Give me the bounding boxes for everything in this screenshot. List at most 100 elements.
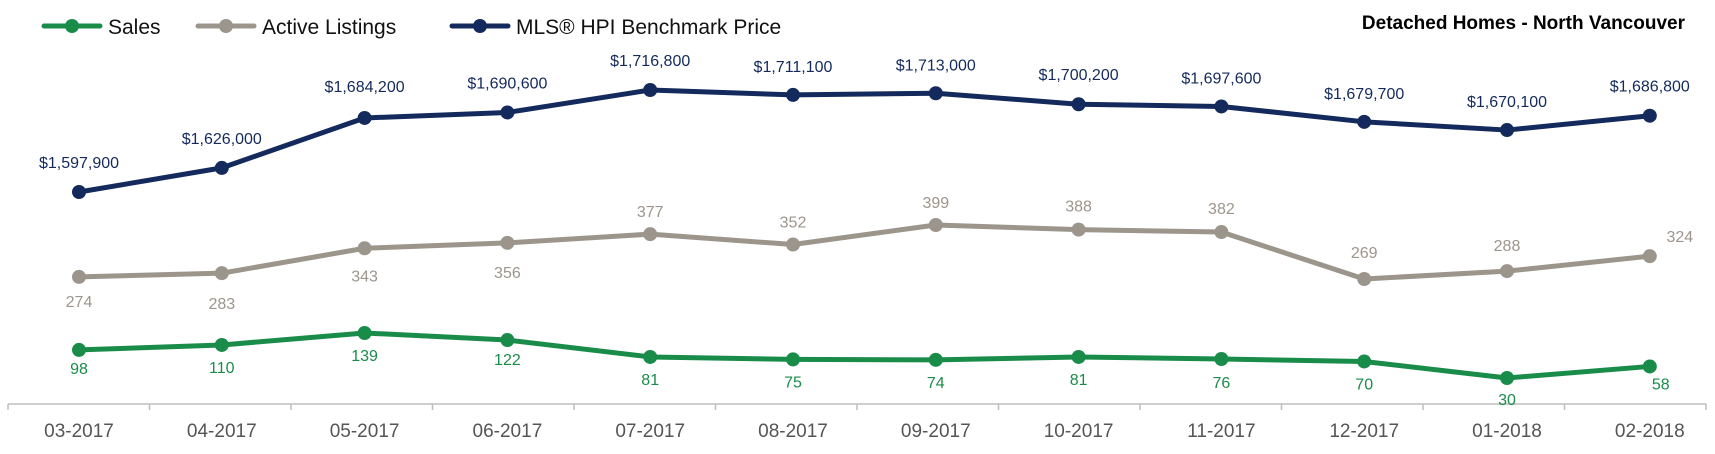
series-line bbox=[76, 87, 1653, 195]
legend-label: MLS® HPI Benchmark Price bbox=[516, 16, 781, 39]
x-tick-label: 07-2017 bbox=[615, 421, 685, 442]
data-label: 30 bbox=[1498, 392, 1516, 409]
data-point bbox=[357, 241, 372, 256]
data-labels: 98 110 139 122 81 75 74 81 76 70 30 58 274 283 343 356 3… bbox=[39, 53, 1693, 409]
data-label: 81 bbox=[1070, 372, 1088, 389]
x-tick-label: 09-2017 bbox=[901, 421, 971, 442]
x-tick-label: 02-2018 bbox=[1615, 421, 1685, 442]
data-label: 98 bbox=[70, 361, 88, 378]
data-point bbox=[357, 110, 372, 125]
data-point bbox=[786, 237, 800, 252]
legend-item: Active Listings bbox=[195, 16, 396, 39]
data-label: $1,713,000 bbox=[896, 57, 976, 74]
x-tick-label: 05-2017 bbox=[330, 421, 400, 442]
data-label: $1,697,600 bbox=[1181, 70, 1261, 87]
data-label: $1,686,800 bbox=[1610, 79, 1690, 96]
data-point bbox=[1357, 272, 1372, 286]
data-label: 74 bbox=[927, 375, 945, 392]
x-tick-label: 03-2017 bbox=[44, 421, 114, 442]
data-label: 75 bbox=[784, 374, 802, 391]
x-tick-label: 01-2018 bbox=[1472, 421, 1542, 442]
data-point bbox=[500, 333, 515, 348]
data-label: 122 bbox=[494, 352, 521, 369]
x-tick-label: 11-2017 bbox=[1187, 421, 1255, 442]
data-point bbox=[1500, 371, 1514, 385]
data-label: $1,670,100 bbox=[1467, 94, 1547, 111]
data-label: 377 bbox=[637, 204, 664, 221]
data-point bbox=[928, 218, 943, 232]
data-label: 356 bbox=[494, 265, 521, 282]
data-point bbox=[786, 87, 800, 102]
legend-item: MLS® HPI Benchmark Price bbox=[449, 16, 781, 39]
data-label: 382 bbox=[1208, 201, 1235, 218]
data-point bbox=[928, 86, 943, 101]
data-point bbox=[1214, 99, 1229, 114]
data-point bbox=[1071, 349, 1086, 364]
data-point bbox=[1357, 114, 1372, 129]
data-point bbox=[643, 349, 658, 364]
legend-label: Sales bbox=[108, 16, 161, 39]
data-point bbox=[1642, 249, 1657, 264]
data-label: $1,679,700 bbox=[1324, 86, 1404, 103]
x-tick-label: 10-2017 bbox=[1044, 421, 1114, 442]
chart-title: Detached Homes - North Vancouver bbox=[1362, 13, 1686, 34]
data-point bbox=[214, 160, 229, 175]
data-label: 283 bbox=[208, 296, 235, 313]
data-label: 324 bbox=[1666, 229, 1693, 246]
data-label: $1,597,900 bbox=[39, 155, 119, 172]
legend-marker bbox=[473, 19, 487, 33]
series-lines bbox=[76, 87, 1653, 381]
data-point bbox=[72, 269, 86, 284]
data-label: 76 bbox=[1213, 375, 1231, 392]
data-point bbox=[1500, 264, 1514, 279]
data-label: 139 bbox=[351, 348, 378, 365]
data-point bbox=[1642, 359, 1657, 374]
legend-label: Active Listings bbox=[262, 16, 396, 39]
data-label: 274 bbox=[66, 294, 93, 311]
x-tick-label: 08-2017 bbox=[758, 421, 828, 442]
x-tick-label: 06-2017 bbox=[473, 421, 543, 442]
data-label: 343 bbox=[351, 268, 378, 285]
data-point bbox=[786, 352, 800, 367]
data-point bbox=[72, 185, 86, 199]
series-points bbox=[72, 83, 1657, 385]
legend-item: Sales bbox=[41, 16, 161, 39]
data-point bbox=[643, 227, 658, 242]
data-point bbox=[357, 326, 372, 340]
data-point bbox=[1357, 354, 1372, 369]
legend: Sales Active Listings MLS® HPI Benchmark P… bbox=[41, 16, 781, 39]
data-point bbox=[500, 235, 515, 250]
data-point bbox=[1214, 225, 1229, 240]
data-label: 399 bbox=[922, 195, 949, 212]
data-label: 110 bbox=[209, 360, 235, 377]
data-point bbox=[1214, 352, 1229, 367]
data-point bbox=[72, 342, 86, 357]
data-label: 388 bbox=[1065, 199, 1092, 216]
data-label: 81 bbox=[641, 372, 659, 389]
data-label: $1,684,200 bbox=[325, 79, 405, 96]
data-point bbox=[214, 266, 229, 281]
data-point bbox=[928, 352, 943, 367]
data-label: 70 bbox=[1355, 376, 1373, 393]
data-label: $1,716,800 bbox=[610, 53, 690, 70]
data-point bbox=[643, 83, 658, 97]
x-tick-label: 04-2017 bbox=[187, 421, 257, 442]
data-label: $1,700,200 bbox=[1039, 67, 1119, 84]
data-label: 352 bbox=[780, 215, 807, 232]
data-label: 269 bbox=[1351, 245, 1378, 262]
x-tick-label: 12-2017 bbox=[1329, 421, 1399, 442]
data-label: 288 bbox=[1494, 238, 1521, 255]
legend-marker bbox=[65, 19, 79, 33]
data-label: $1,711,100 bbox=[754, 59, 833, 76]
series-line bbox=[76, 330, 1653, 381]
x-axis: 03-2017 04-2017 05-2017 06-2017 07-2017 08-20… bbox=[7, 403, 1707, 442]
data-label: $1,690,600 bbox=[467, 75, 547, 92]
data-point bbox=[500, 105, 515, 120]
data-point bbox=[1500, 123, 1514, 138]
series-line bbox=[76, 222, 1653, 282]
data-point bbox=[1071, 222, 1086, 237]
data-point bbox=[214, 337, 229, 352]
data-point bbox=[1642, 108, 1657, 123]
data-point bbox=[1071, 97, 1086, 112]
